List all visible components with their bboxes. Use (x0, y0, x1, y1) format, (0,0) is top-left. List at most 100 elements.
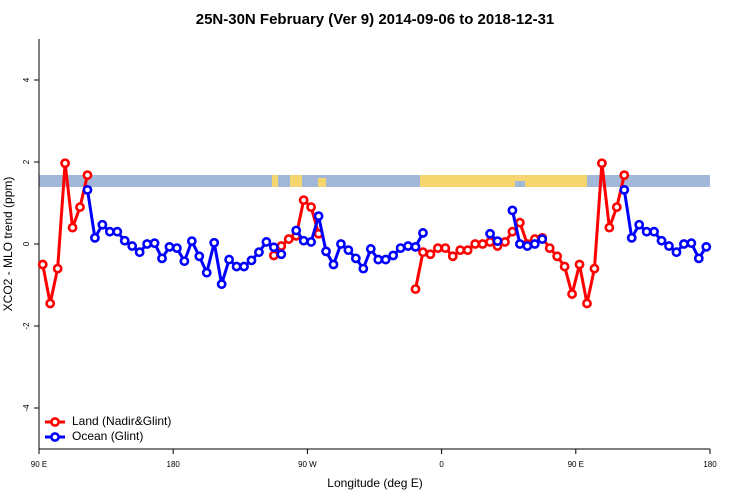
data-point (410, 284, 421, 294)
y-tick-label: 2 (22, 159, 31, 164)
data-point (455, 245, 466, 256)
data-point (186, 236, 197, 247)
data-point (641, 226, 652, 237)
x-tick-label: 90 E (31, 460, 47, 469)
data-point (552, 251, 563, 262)
data-point (254, 247, 264, 258)
data-point (90, 232, 100, 243)
data-point (216, 279, 227, 290)
data-point (239, 261, 249, 272)
data-point (82, 184, 93, 195)
data-point (112, 226, 123, 237)
data-point (358, 263, 369, 274)
data-point (671, 247, 682, 258)
data-point (462, 245, 473, 256)
data-point (589, 263, 600, 274)
y-tick-label: 4 (22, 77, 31, 82)
data-point (537, 234, 548, 244)
data-point (447, 251, 458, 262)
data-point (403, 241, 413, 251)
data-point (104, 226, 115, 237)
legend-label: Ocean (Glint) (72, 429, 143, 443)
data-point (395, 243, 406, 253)
data-point (664, 241, 674, 251)
x-axis-label: Longitude (deg E) (327, 476, 422, 490)
surface-strip (39, 175, 710, 187)
data-point (149, 238, 160, 249)
data-point (500, 237, 510, 247)
data-point (432, 243, 443, 253)
data-point (485, 228, 495, 239)
data-point (365, 244, 376, 254)
data-point (172, 243, 182, 253)
data-point (201, 267, 212, 278)
data-point (157, 253, 167, 264)
data-point (470, 239, 481, 249)
data-point (492, 236, 503, 247)
data-point (298, 195, 309, 206)
data-point (179, 256, 190, 267)
data-point (142, 239, 153, 249)
x-tick-label: 90 W (298, 460, 317, 469)
data-point (82, 170, 93, 181)
data-point (693, 253, 704, 264)
data-point (276, 249, 287, 260)
data-point (656, 235, 667, 246)
data-point (224, 254, 235, 265)
x-tick-label: 180 (167, 460, 181, 469)
data-point (514, 217, 525, 228)
data-point (306, 202, 317, 212)
data-point (75, 202, 85, 212)
data-point (544, 243, 555, 253)
data-point (336, 239, 346, 249)
y-tick-label: -4 (22, 404, 31, 412)
data-point (60, 158, 70, 169)
data-point (634, 219, 645, 230)
legend-label: Land (Nadir&Glint) (72, 414, 171, 428)
data-point (328, 259, 339, 270)
data-point (52, 263, 63, 274)
data-point (418, 228, 428, 238)
data-point (283, 234, 294, 244)
data-point (686, 238, 697, 249)
data-point (164, 241, 175, 252)
data-point (350, 253, 361, 264)
data-point (522, 241, 533, 251)
data-point (373, 254, 384, 265)
data-point (268, 250, 279, 261)
data-point (37, 259, 48, 270)
data-point (276, 241, 287, 251)
data-point (619, 184, 630, 195)
data-point (477, 239, 488, 249)
data-point (410, 241, 421, 252)
data-point (127, 241, 138, 251)
data-point (701, 241, 712, 252)
data-point (306, 237, 317, 247)
data-point (313, 211, 324, 222)
data-point (529, 239, 540, 249)
data-point (582, 298, 592, 309)
data-point (268, 242, 279, 253)
chart-title: 25N-30N February (Ver 9) 2014-09-06 to 2… (196, 11, 555, 28)
x-tick-label: 0 (439, 460, 444, 469)
data-point (134, 247, 145, 258)
data-point (343, 245, 354, 256)
data-point (388, 250, 399, 261)
data-point (298, 235, 309, 246)
data-point (418, 247, 428, 258)
x-tick-label: 90 E (568, 460, 584, 469)
data-point (604, 222, 615, 233)
data-point (45, 298, 56, 309)
data-point (231, 261, 242, 272)
data-point (649, 226, 659, 237)
data-point (567, 289, 577, 299)
data-point (380, 254, 391, 265)
data-point (425, 249, 436, 260)
data-point (611, 202, 622, 212)
data-point (97, 219, 108, 230)
data-point (209, 237, 220, 248)
data-point (485, 237, 495, 247)
data-point (559, 261, 570, 272)
data-point (507, 226, 518, 237)
